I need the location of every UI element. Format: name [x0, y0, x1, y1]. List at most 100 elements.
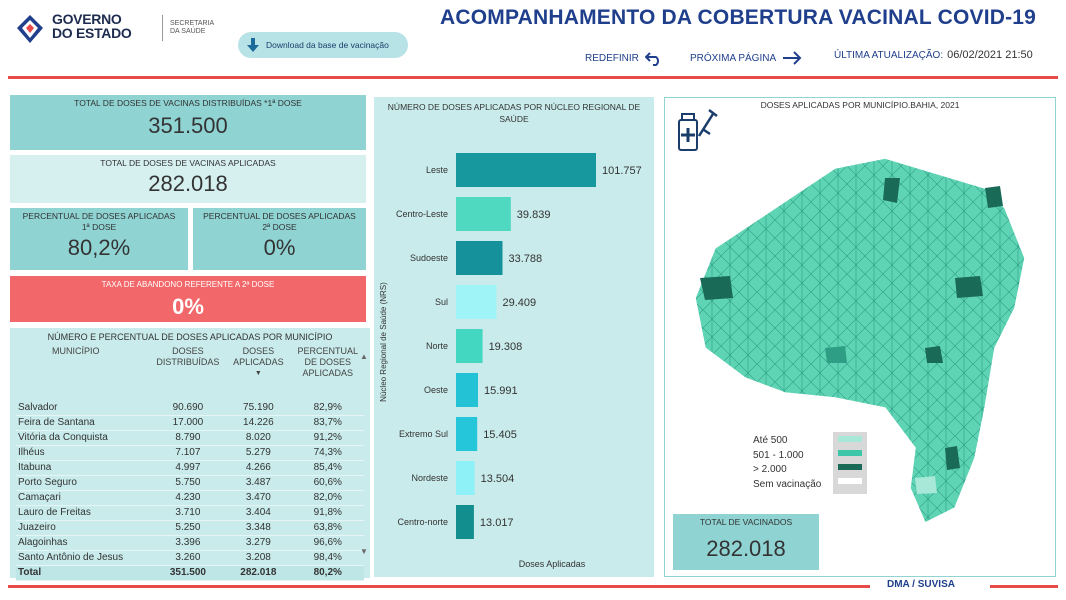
table-row[interactable]: Vitória da Conquista 8.790 8.020 91,2%: [16, 430, 364, 446]
bar-value-label: 15.405: [483, 429, 517, 441]
col-percentual[interactable]: PERCENTUAL DE DOSES APLICADAS: [297, 346, 358, 378]
kpi-aplicadas-label: TOTAL DE DOSES DE VACINAS APLICADAS: [100, 158, 276, 168]
bar-sudoeste[interactable]: [456, 241, 503, 275]
table-row[interactable]: Lauro de Freitas 3.710 3.404 91,8%: [16, 505, 364, 521]
bar-leste[interactable]: [456, 153, 596, 187]
cell-municipio: Alagoinhas: [16, 535, 151, 551]
legend-item-sem-vacinacao: Sem vacinação: [753, 478, 822, 490]
bar-category-label: Sul: [435, 297, 448, 307]
total-vacinados-label: TOTAL DE VACINADOS: [699, 517, 793, 527]
kpi-pct-2dose: PERCENTUAL DE DOSES APLICADAS 2ª DOSE 0%: [193, 208, 366, 270]
table-scrollbar[interactable]: ▲ ▼: [360, 352, 368, 562]
bar-extremo-sul[interactable]: [456, 417, 478, 451]
kpi-pct2-label: PERCENTUAL DE DOSES APLICADAS 2ª DOSE: [203, 211, 356, 232]
ultima-atualizacao: ÚLTIMA ATUALIZAÇÃO: 06/02/2021 21:50: [834, 49, 1033, 61]
cell-municipio: Itabuna: [16, 460, 151, 476]
bar-value-label: 19.308: [489, 341, 523, 353]
table-row[interactable]: Ilhéus 7.107 5.279 74,3%: [16, 445, 364, 461]
cell-distribuidas: 4.230: [150, 490, 226, 506]
cell-municipio: Vitória da Conquista: [16, 430, 151, 446]
bar-sul[interactable]: [456, 285, 497, 319]
cell-percentual: 91,2%: [291, 430, 364, 446]
total-cell: 80,2%: [291, 564, 364, 581]
undo-arrow-icon: [644, 52, 659, 66]
nrs-bar-chart-panel: NÚMERO DE DOSES APLICADAS POR NÚCLEO REG…: [374, 97, 654, 577]
cell-aplicadas: 8.020: [225, 430, 292, 446]
bar-value-label: 13.504: [481, 473, 515, 485]
cell-aplicadas: 4.266: [225, 460, 292, 476]
cell-aplicadas: 3.348: [225, 520, 292, 536]
cell-municipio: Salvador: [16, 400, 151, 416]
bar-category-label: Nordeste: [411, 473, 448, 483]
bar-category-label: Norte: [426, 341, 448, 351]
bar-category-label: Oeste: [424, 385, 448, 395]
bottom-divider: [8, 585, 1058, 588]
bar-value-label: 101.757: [602, 165, 642, 177]
total-cell: Total: [16, 564, 151, 581]
table-row[interactable]: Feira de Santana 17.000 14.226 83,7%: [16, 415, 364, 431]
cell-distribuidas: 8.790: [150, 430, 226, 446]
kpi-pct-1dose: PERCENTUAL DE DOSES APLICADAS 1ª DOSE 80…: [10, 208, 188, 270]
bahia-flag-logo: [16, 14, 44, 44]
municipios-table-panel: NÚMERO E PERCENTUAL DE DOSES APLICADAS P…: [10, 328, 370, 581]
bar-centro-leste[interactable]: [456, 197, 511, 231]
cell-distribuidas: 3.260: [150, 550, 226, 566]
cell-percentual: 74,3%: [291, 445, 364, 461]
bar-category-label: Centro-Leste: [396, 209, 448, 219]
nrs-bar-chart: Leste 101.757 Centro-Leste 39.839 Sudoeste 33…: [379, 153, 642, 569]
col-municipio[interactable]: MUNICÍPIO: [52, 346, 100, 356]
cell-distribuidas: 17.000: [150, 415, 226, 431]
col-distribuidas[interactable]: DOSES DISTRIBUÍDAS: [156, 346, 220, 367]
bar-norte[interactable]: [456, 329, 483, 363]
right-arrow-icon: [783, 51, 802, 65]
cell-percentual: 60,6%: [291, 475, 364, 491]
download-arrow-icon: [247, 38, 259, 52]
cell-distribuidas: 5.750: [150, 475, 226, 491]
proxima-label: PRÓXIMA PÁGINA: [690, 52, 777, 64]
table-row[interactable]: Camaçari 4.230 3.470 82,0%: [16, 490, 364, 506]
table-row[interactable]: Alagoinhas 3.396 3.279 96,6%: [16, 535, 364, 551]
kpi-aplicadas-value: 282.018: [148, 171, 228, 196]
table-row[interactable]: Itabuna 4.997 4.266 85,4%: [16, 460, 364, 476]
scroll-down-icon[interactable]: ▼: [360, 547, 368, 556]
scroll-up-icon[interactable]: ▲: [360, 352, 368, 361]
top-divider: [8, 76, 1058, 79]
bar-chart-title: NÚMERO DE DOSES APLICADAS POR NÚCLEO REG…: [387, 102, 641, 124]
x-axis-label: Doses Aplicadas: [519, 559, 586, 569]
cell-aplicadas: 14.226: [225, 415, 292, 431]
cell-distribuidas: 5.250: [150, 520, 226, 536]
cell-municipio: Santo Antônio de Jesus: [16, 550, 151, 566]
cell-aplicadas: 75.190: [225, 400, 292, 416]
cell-percentual: 82,0%: [291, 490, 364, 506]
cell-percentual: 91,8%: [291, 505, 364, 521]
kpi-pct1-value: 80,2%: [67, 235, 131, 260]
bar-category-label: Centro-norte: [397, 517, 448, 527]
table-row[interactable]: Porto Seguro 5.750 3.487 60,6%: [16, 475, 364, 491]
cell-aplicadas: 3.208: [225, 550, 292, 566]
bar-value-label: 33.788: [508, 253, 542, 265]
bar-centro-norte[interactable]: [456, 505, 474, 539]
download-base-button[interactable]: Download da base de vacinação: [238, 32, 408, 58]
bar-nordeste[interactable]: [456, 461, 475, 495]
table-row[interactable]: Santo Antônio de Jesus 3.260 3.208 98,4%: [16, 550, 364, 566]
proxima-pagina-button[interactable]: PRÓXIMA PÁGINA: [690, 50, 802, 66]
footer-text: DMA / SUVISA: [887, 579, 955, 590]
cell-aplicadas: 5.279: [225, 445, 292, 461]
logo-divider: [162, 15, 163, 41]
cell-percentual: 96,6%: [291, 535, 364, 551]
col-aplicadas[interactable]: DOSES APLICADAS ▼: [225, 342, 291, 400]
kpi-abandono: TAXA DE ABANDONO REFERENTE A 2ª DOSE 0%: [10, 276, 366, 322]
legend-swatch-4: [838, 478, 862, 484]
bar-category-label: Leste: [426, 165, 448, 175]
legend-swatch-3: [838, 464, 862, 470]
legend-item-501-1000: 501 - 1.000: [753, 449, 804, 461]
cell-distribuidas: 4.997: [150, 460, 226, 476]
redefinir-button[interactable]: REDEFINIR: [585, 50, 663, 66]
table-row[interactable]: Juazeiro 5.250 3.348 63,8%: [16, 520, 364, 536]
y-axis-label: Núcleo Regional de Saúde (NRS): [379, 282, 388, 402]
bar-oeste[interactable]: [456, 373, 479, 407]
bahia-municipios-map[interactable]: [685, 148, 1045, 528]
table-row[interactable]: Salvador 90.690 75.190 82,9%: [16, 400, 364, 416]
total-cell: 282.018: [225, 564, 292, 581]
municipios-table: MUNICÍPIO DOSES DISTRIBUÍDAS DOSES APLICAD…: [16, 342, 364, 581]
